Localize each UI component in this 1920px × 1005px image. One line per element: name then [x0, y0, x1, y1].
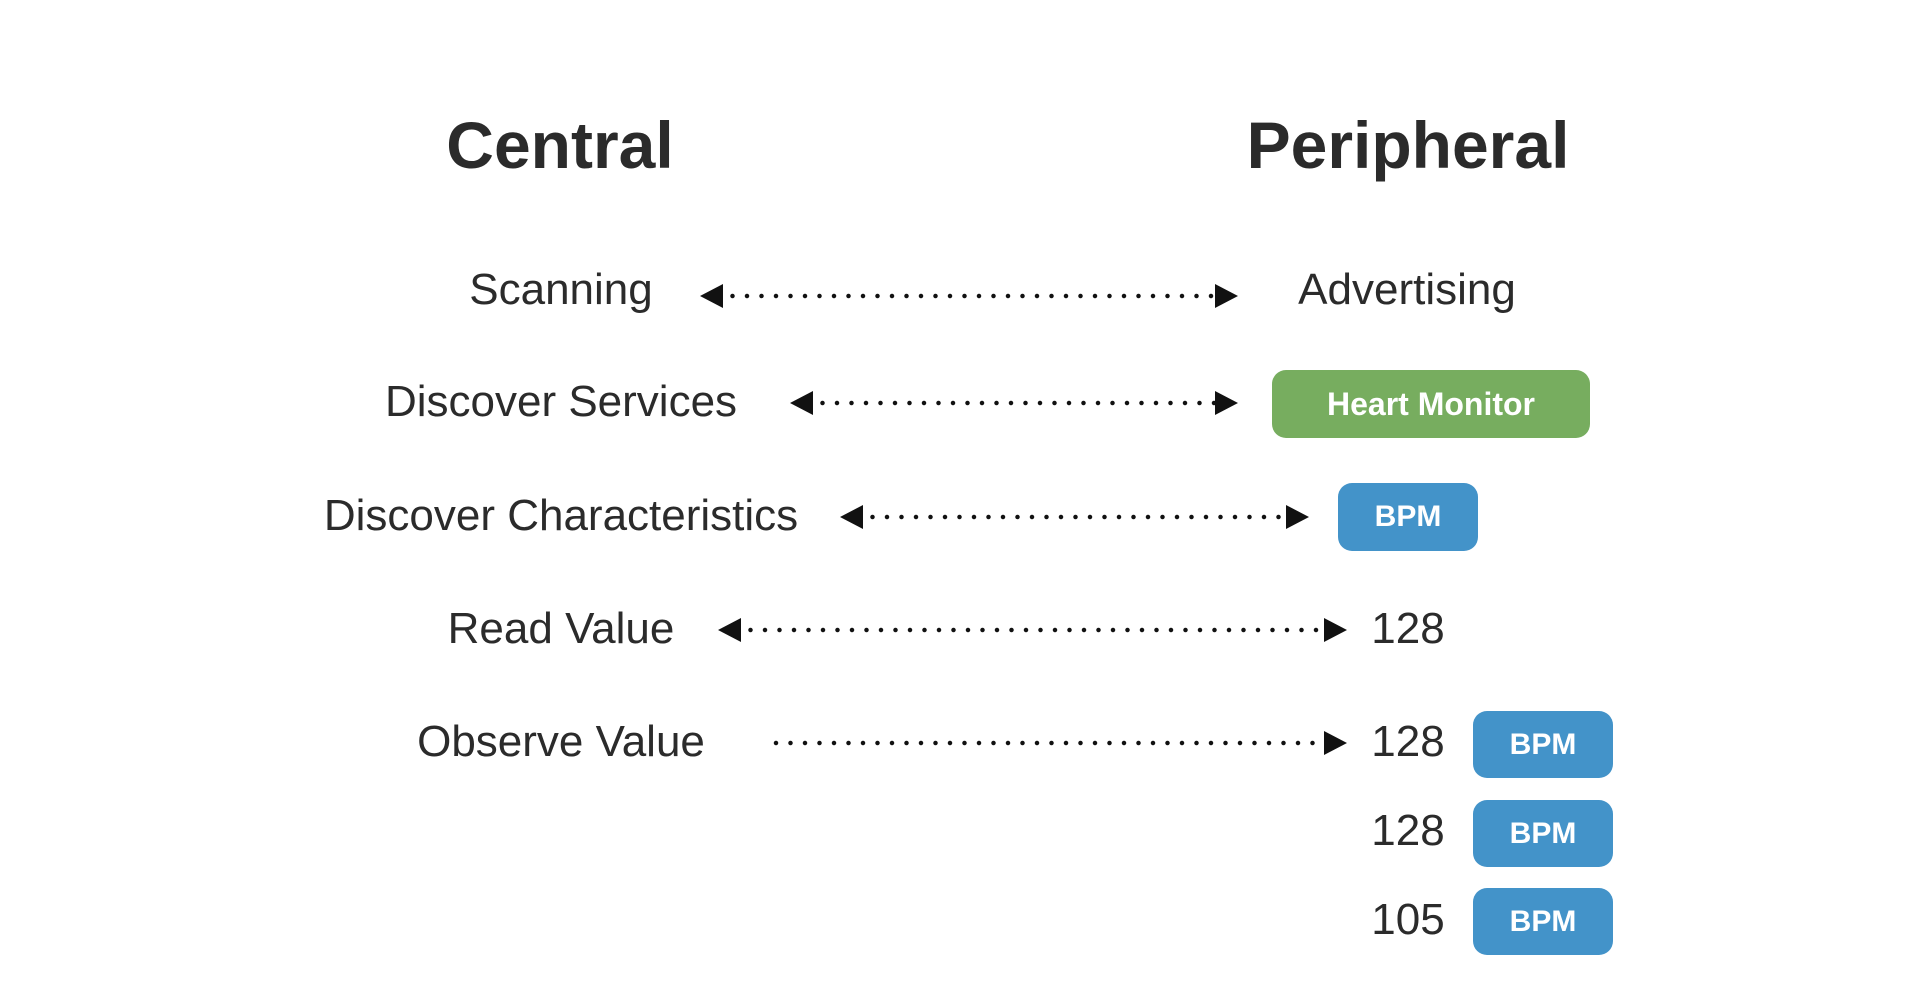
- arrowhead-right: [1324, 731, 1347, 755]
- advertising-label: Advertising: [1298, 265, 1516, 314]
- observe-value-arrow: [773, 731, 1347, 755]
- discover-characteristics-arrow: [840, 505, 1309, 529]
- heart-monitor-badge: Heart Monitor: [1272, 370, 1590, 438]
- observed-bpm-badge: BPM: [1473, 888, 1613, 955]
- observed-bpm-badge: BPM: [1473, 800, 1613, 867]
- peripheral-header: Peripheral: [1246, 108, 1570, 182]
- arrowhead-right: [1286, 505, 1309, 529]
- read-value-number: 128: [1371, 604, 1445, 653]
- discover-characteristics-label: Discover Characteristics: [323, 491, 799, 540]
- discover-services-label: Discover Services: [384, 377, 738, 426]
- observed-bpm-badge: BPM: [1473, 711, 1613, 778]
- arrowhead-left: [840, 505, 863, 529]
- scanning-advertising-arrow: [700, 284, 1238, 308]
- observe-value-label: Observe Value: [417, 717, 705, 766]
- arrowhead-right: [1215, 391, 1238, 415]
- observed-value-number: 105: [1371, 895, 1445, 944]
- arrowhead-right: [1324, 618, 1347, 642]
- central-header: Central: [446, 108, 674, 182]
- discover-services-arrow: [790, 391, 1238, 415]
- read-value-arrow: [718, 618, 1347, 642]
- scanning-label: Scanning: [469, 265, 653, 314]
- bpm-characteristic-badge: BPM: [1338, 483, 1478, 551]
- observed-value-number: 128: [1371, 717, 1445, 766]
- read-value-label: Read Value: [447, 604, 675, 653]
- arrowhead-left: [790, 391, 813, 415]
- arrowhead-left: [700, 284, 723, 308]
- observed-value-number: 128: [1371, 806, 1445, 855]
- arrowhead-right: [1215, 284, 1238, 308]
- arrowhead-left: [718, 618, 741, 642]
